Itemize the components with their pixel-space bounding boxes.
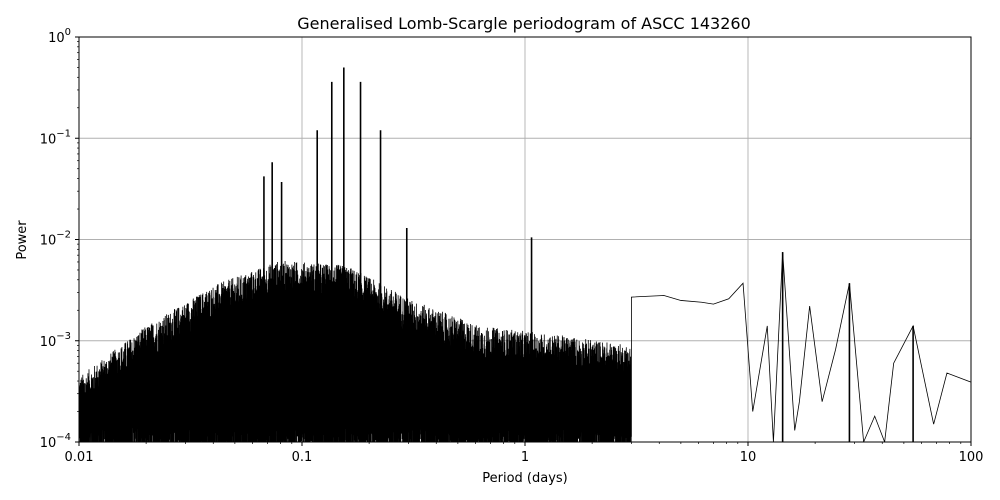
x-tick-label: 10 [740,450,757,465]
x-tick-label: 0.1 [292,450,313,465]
x-axis-label: Period (days) [482,471,568,486]
y-axis-label: Power [15,220,30,260]
power-line [78,252,972,443]
y-tick-label: 10−1 [40,128,71,147]
y-tick-label: 100 [48,27,71,46]
power-series [78,67,972,443]
x-tick-label: 0.01 [65,450,94,465]
y-axis: 10−4 10−3 10−2 10−1 100 [40,27,79,451]
y-tick-label: 10−3 [40,331,71,350]
y-tick-label: 10−2 [40,230,71,249]
chart-title: Generalised Lomb-Scargle periodogram of … [297,14,751,33]
x-tick-label: 1 [521,450,529,465]
y-tick-label: 10−4 [40,432,71,451]
x-tick-label: 100 [959,450,984,465]
x-axis: 0.01 0.1 1 10 100 [65,442,984,465]
